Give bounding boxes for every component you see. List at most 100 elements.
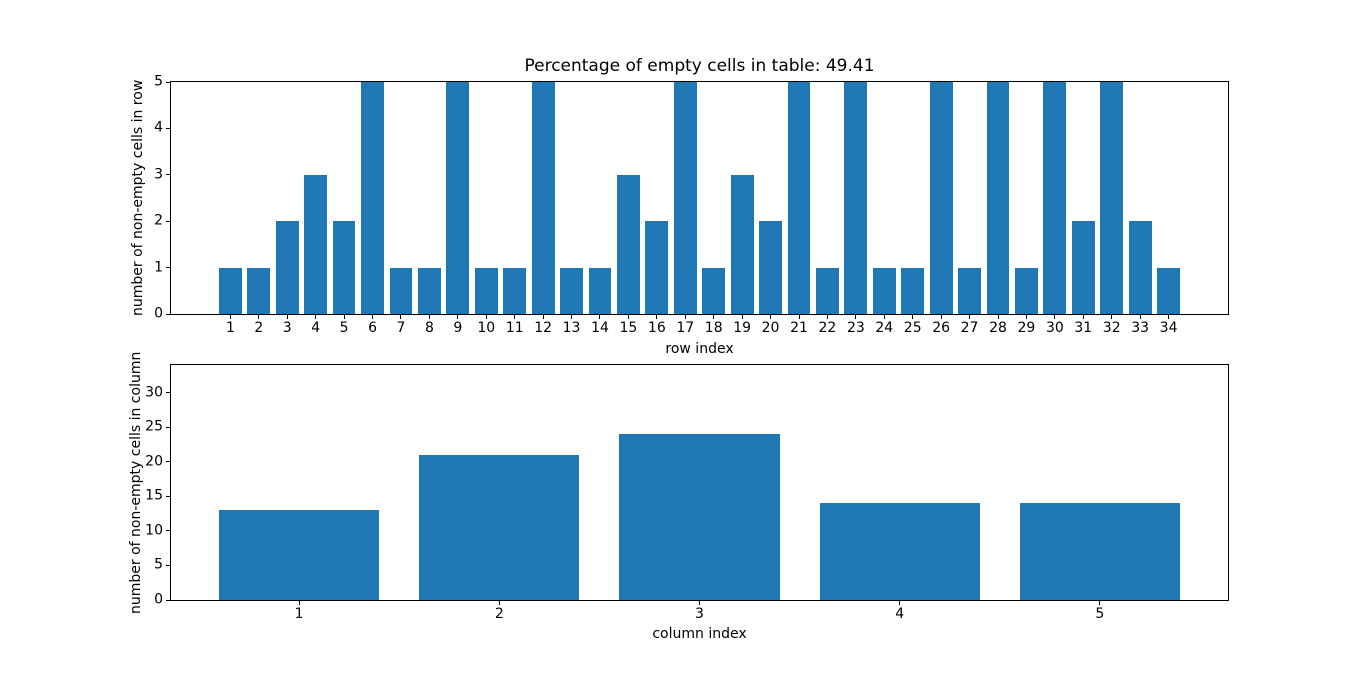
x-tick-label: 11: [505, 320, 524, 336]
y-tick-label: 5: [154, 73, 163, 90]
x-tick-label: 1: [294, 606, 304, 622]
bar-16: [645, 221, 669, 314]
x-tick-mark: [485, 314, 487, 319]
y-tick-mark: [166, 461, 171, 463]
x-tick-label: 5: [339, 320, 349, 336]
x-tick-label: 4: [895, 606, 905, 622]
x-tick-label: 3: [695, 606, 704, 622]
x-tick-label: 15: [619, 320, 638, 336]
bar-2: [419, 454, 580, 600]
x-tick-label: 22: [818, 320, 837, 336]
x-tick-label: 25: [903, 320, 922, 336]
row-chart-y-axis-label: number of non-empty cells in row: [130, 79, 146, 317]
bar-3: [619, 434, 780, 600]
x-tick-mark: [343, 314, 345, 319]
bar-1: [219, 510, 380, 600]
x-tick-label: 21: [790, 320, 808, 336]
x-tick-label: 8: [424, 320, 434, 336]
column-chart-y-axis-label: number of non-empty cells in column: [128, 351, 144, 614]
y-tick-mark: [166, 174, 171, 176]
bar-6: [361, 82, 384, 314]
x-tick-mark: [1099, 600, 1101, 605]
x-tick-label: 30: [1045, 320, 1064, 336]
y-tick-mark: [166, 426, 171, 428]
y-tick-mark: [166, 392, 171, 394]
y-tick-label: 15: [145, 487, 163, 504]
x-tick-mark: [400, 314, 402, 319]
x-tick-mark: [286, 314, 288, 319]
x-tick-label: 31: [1074, 320, 1093, 336]
y-tick-label: 20: [145, 453, 163, 470]
bar-9: [446, 82, 470, 314]
x-tick-mark: [997, 314, 999, 319]
x-tick-label: 4: [311, 320, 321, 336]
bar-15: [617, 174, 640, 314]
bar-26: [929, 82, 953, 314]
bar-8: [418, 267, 441, 314]
x-tick-label: 33: [1131, 320, 1150, 336]
y-tick-mark: [166, 313, 171, 315]
x-tick-label: 16: [647, 320, 666, 336]
x-tick-label: 6: [368, 320, 378, 336]
x-tick-label: 12: [534, 320, 553, 336]
x-tick-mark: [571, 314, 573, 319]
x-tick-mark: [498, 600, 500, 605]
y-tick-label: 30: [145, 384, 163, 401]
x-tick-label: 2: [494, 606, 504, 622]
bar-23: [844, 82, 868, 314]
y-tick-mark: [166, 495, 171, 497]
x-tick-label: 26: [932, 320, 951, 336]
bar-5: [1019, 503, 1180, 600]
x-tick-mark: [1054, 314, 1056, 319]
x-tick-mark: [656, 314, 658, 319]
bar-24: [872, 267, 896, 314]
x-tick-label: 7: [396, 320, 406, 336]
x-tick-label: 5: [1095, 606, 1105, 622]
bar-14: [588, 267, 612, 314]
bar-17: [673, 82, 697, 314]
bar-11: [503, 267, 527, 314]
x-tick-mark: [229, 314, 231, 319]
x-tick-mark: [699, 600, 700, 605]
x-tick-mark: [599, 314, 601, 319]
x-tick-label: 23: [846, 320, 865, 336]
x-tick-label: 1: [225, 320, 235, 336]
x-tick-label: 2: [254, 320, 264, 336]
x-tick-label: 18: [704, 320, 723, 336]
x-tick-mark: [298, 600, 300, 605]
y-tick-mark: [166, 267, 171, 269]
x-tick-label: 3: [282, 320, 292, 336]
y-tick-mark: [166, 599, 171, 601]
y-tick-label: 25: [145, 418, 163, 435]
x-tick-mark: [428, 314, 430, 319]
y-tick-mark: [166, 127, 171, 129]
x-tick-label: 17: [676, 320, 695, 336]
bar-20: [759, 221, 782, 314]
bar-31: [1071, 221, 1095, 314]
bar-22: [816, 267, 839, 314]
chart-title: Percentage of empty cells in table: 49.4…: [524, 56, 875, 76]
y-tick-label: 2: [154, 212, 163, 229]
y-tick-mark: [166, 81, 171, 83]
x-tick-mark: [883, 314, 885, 319]
bar-12: [531, 82, 555, 314]
bar-2: [247, 267, 271, 314]
column-chart-plot-area: 1 2 3 4 5 0 5 10 15 20 25 30: [145, 364, 1229, 622]
bar-4: [819, 503, 980, 600]
bar-28: [986, 82, 1010, 314]
x-tick-label: 10: [477, 320, 496, 336]
x-tick-mark: [684, 314, 686, 319]
bar-25: [901, 267, 925, 314]
y-tick-label: 1: [154, 259, 163, 276]
bar-29: [1015, 267, 1038, 314]
x-tick-mark: [627, 314, 629, 319]
x-tick-mark: [315, 314, 317, 319]
y-tick-label: 10: [145, 522, 163, 539]
bar-13: [560, 267, 583, 314]
x-tick-mark: [826, 314, 828, 319]
x-tick-label: 20: [761, 320, 780, 336]
x-tick-mark: [940, 314, 942, 319]
x-tick-label: 19: [733, 320, 752, 336]
bar-34: [1157, 267, 1180, 314]
x-tick-label: 13: [562, 320, 581, 336]
